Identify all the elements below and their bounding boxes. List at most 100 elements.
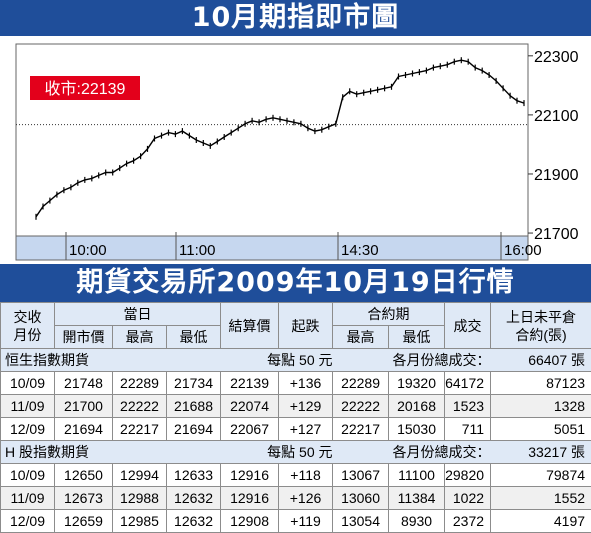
chart-svg: 10:00 11:00 14:30 16:00 21700 21900 22100 2230…: [0, 36, 591, 264]
plot-frame: [16, 44, 528, 236]
section-total-label: 各月份總成交：: [333, 349, 491, 372]
cell-c-high: 22217: [333, 418, 389, 441]
header-contract-low: 最低: [389, 326, 445, 349]
table-title: 期貨交易所2009年10月19日行情: [0, 264, 591, 302]
header-contract: 合約期: [333, 303, 445, 326]
cell-volume: 29820: [445, 464, 491, 487]
cell-low: 21694: [167, 418, 221, 441]
cell-low: 21688: [167, 395, 221, 418]
cell-volume: 1022: [445, 487, 491, 510]
cell-open: 12659: [55, 510, 113, 533]
cell-c-low: 11384: [389, 487, 445, 510]
y-tick-label: 21900: [534, 167, 579, 184]
cell-high: 12985: [113, 510, 167, 533]
cell-settle: 22074: [221, 395, 279, 418]
section-row: H 股指數期貨每點 50 元各月份總成交：33217 張: [1, 441, 591, 464]
y-tick-label: 22100: [534, 108, 579, 125]
cell-settle: 12916: [221, 487, 279, 510]
cell-settle: 22067: [221, 418, 279, 441]
cell-change: +119: [279, 510, 333, 533]
cell-oi: 1328: [491, 395, 591, 418]
cell-settle: 22139: [221, 372, 279, 395]
cell-month: 10/09: [1, 372, 55, 395]
cell-c-high: 13054: [333, 510, 389, 533]
cell-oi: 5051: [491, 418, 591, 441]
cell-c-high: 22222: [333, 395, 389, 418]
cell-c-high: 22289: [333, 372, 389, 395]
cell-open: 21700: [55, 395, 113, 418]
cell-low: 21734: [167, 372, 221, 395]
cell-change: +118: [279, 464, 333, 487]
section-total: 33217 張: [491, 441, 591, 464]
section-name: 恒生指數期貨: [1, 349, 221, 372]
section-name: H 股指數期貨: [1, 441, 221, 464]
cell-open: 12673: [55, 487, 113, 510]
cell-month: 11/09: [1, 395, 55, 418]
cell-open: 21694: [55, 418, 113, 441]
cell-oi: 87123: [491, 372, 591, 395]
futures-table: 交收月份 當日 結算價 起跌 合約期 成交 上日未平倉合約(張) 開市價 最高 …: [0, 302, 591, 533]
cell-settle: 12908: [221, 510, 279, 533]
cell-c-low: 8930: [389, 510, 445, 533]
cell-change: +127: [279, 418, 333, 441]
cell-month: 12/09: [1, 418, 55, 441]
y-tick-label: 22300: [534, 49, 579, 66]
cell-c-low: 20168: [389, 395, 445, 418]
cell-open: 12650: [55, 464, 113, 487]
x-tick-label: 16:00: [504, 242, 542, 259]
header-settle: 結算價: [221, 303, 279, 349]
section-row: 恒生指數期貨每點 50 元各月份總成交：66407 張: [1, 349, 591, 372]
cell-month: 12/09: [1, 510, 55, 533]
cell-high: 22289: [113, 372, 167, 395]
header-high: 最高: [113, 326, 167, 349]
header-open: 開市價: [55, 326, 113, 349]
header-low: 最低: [167, 326, 221, 349]
header-open-interest: 上日未平倉合約(張): [491, 303, 591, 349]
header-month: 交收月份: [1, 303, 55, 349]
cell-oi: 1552: [491, 487, 591, 510]
header-volume: 成交: [445, 303, 491, 349]
section-unit: 每點 50 元: [221, 349, 333, 372]
cell-high: 12994: [113, 464, 167, 487]
cell-volume: 1523: [445, 395, 491, 418]
cell-volume: 2372: [445, 510, 491, 533]
y-tick-label: 21700: [534, 226, 579, 243]
section-unit: 每點 50 元: [221, 441, 333, 464]
cell-settle: 12916: [221, 464, 279, 487]
header-today: 當日: [55, 303, 221, 326]
x-tick-label: 14:30: [341, 242, 379, 259]
intraday-chart: 10:00 11:00 14:30 16:00 21700 21900 22100 2230…: [0, 36, 591, 264]
cell-c-high: 13060: [333, 487, 389, 510]
cell-volume: 64172: [445, 372, 491, 395]
x-tick-label: 11:00: [179, 242, 215, 259]
cell-c-low: 15030: [389, 418, 445, 441]
cell-c-low: 11100: [389, 464, 445, 487]
cell-c-low: 19320: [389, 372, 445, 395]
cell-change: +136: [279, 372, 333, 395]
x-tick-label: 10:00: [69, 242, 107, 259]
cell-high: 22222: [113, 395, 167, 418]
section-total: 66407 張: [491, 349, 591, 372]
cell-month: 11/09: [1, 487, 55, 510]
cell-open: 21748: [55, 372, 113, 395]
cell-c-high: 13067: [333, 464, 389, 487]
cell-month: 10/09: [1, 464, 55, 487]
cell-oi: 4197: [491, 510, 591, 533]
cell-high: 12988: [113, 487, 167, 510]
cell-oi: 79874: [491, 464, 591, 487]
cell-high: 22217: [113, 418, 167, 441]
section-total-label: 各月份總成交：: [333, 441, 491, 464]
cell-low: 12632: [167, 487, 221, 510]
cell-low: 12633: [167, 464, 221, 487]
cell-change: +129: [279, 395, 333, 418]
close-label: 收市:22139: [45, 80, 126, 98]
chart-title: 10月期指即市圖: [0, 0, 591, 36]
header-change: 起跌: [279, 303, 333, 349]
cell-volume: 711: [445, 418, 491, 441]
